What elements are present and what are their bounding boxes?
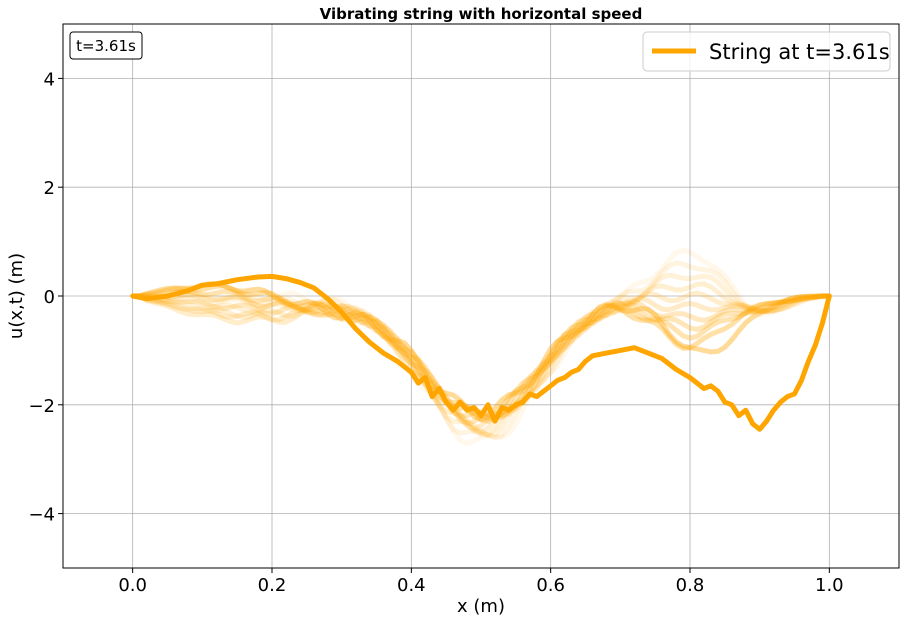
x-tick-label: 0.8	[676, 575, 705, 596]
legend-box	[642, 31, 891, 72]
x-axis-label: x (m)	[457, 596, 505, 617]
y-tick-label: −2	[28, 396, 55, 417]
history-line	[132, 290, 830, 436]
x-tick-label: 1.0	[815, 575, 844, 596]
x-tick-label: 0.6	[536, 575, 565, 596]
chart-title: Vibrating string with horizontal speed	[320, 5, 643, 23]
history-line	[132, 272, 830, 439]
y-ticks: −4 −2 0 2 4	[28, 69, 63, 526]
x-tick-label: 0.4	[397, 575, 426, 596]
history-line	[132, 293, 830, 432]
time-annotation-text: t=3.61s	[76, 37, 136, 55]
history-line	[132, 247, 830, 446]
history-line	[132, 260, 830, 441]
y-tick-label: 2	[44, 178, 55, 199]
legend-label: String at t=3.61s	[709, 40, 890, 64]
current-line-group	[130, 273, 832, 432]
current-series-line	[130, 273, 832, 432]
time-annotation: t=3.61s	[69, 31, 143, 60]
legend: String at t=3.61s	[642, 31, 891, 72]
y-tick-label: 0	[44, 287, 55, 308]
history-line	[132, 283, 830, 424]
y-tick-label: 4	[44, 69, 55, 90]
grid-lines	[63, 24, 899, 568]
x-ticks: 0.0 0.2 0.4 0.6 0.8 1.0	[118, 568, 844, 596]
history-line	[132, 281, 830, 422]
x-tick-label: 0.2	[258, 575, 287, 596]
y-tick-label: −4	[28, 505, 55, 526]
x-tick-label: 0.0	[118, 575, 147, 596]
y-axis-label: u(x,t) (m)	[6, 253, 27, 339]
time-annotation-box	[69, 31, 143, 60]
history-line	[132, 281, 830, 438]
